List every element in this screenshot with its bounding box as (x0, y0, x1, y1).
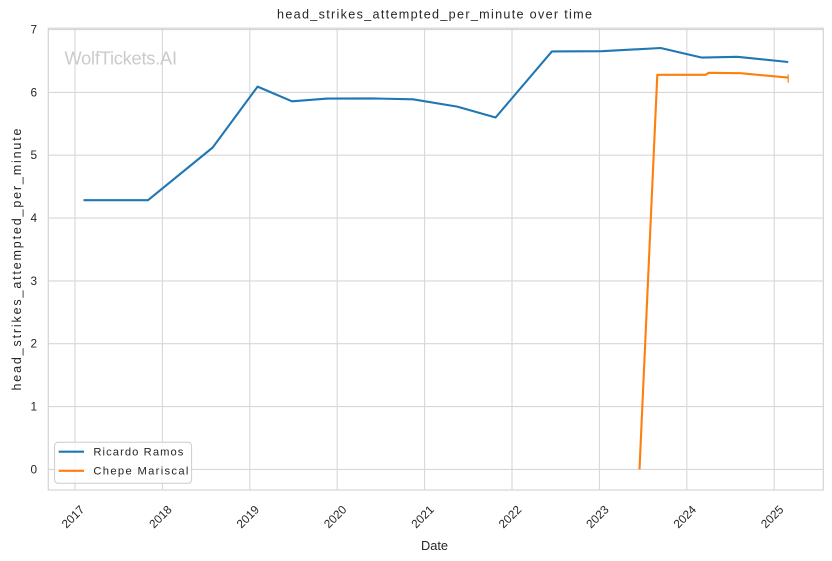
svg-text:4: 4 (30, 211, 37, 225)
svg-text:6: 6 (30, 85, 37, 99)
svg-text:Chepe Mariscal: Chepe Mariscal (93, 466, 188, 478)
svg-text:Date: Date (421, 538, 448, 553)
svg-text:5: 5 (30, 148, 37, 162)
svg-text:3: 3 (30, 274, 37, 288)
svg-text:7: 7 (30, 23, 37, 37)
svg-text:Ricardo Ramos: Ricardo Ramos (93, 447, 183, 459)
svg-text:head_strikes_attempted_per_min: head_strikes_attempted_per_minute over t… (277, 8, 592, 22)
svg-text:0: 0 (30, 462, 37, 476)
svg-text:1: 1 (30, 400, 37, 414)
svg-text:2: 2 (30, 337, 37, 351)
svg-text:WolfTickets.AI: WolfTickets.AI (65, 48, 178, 68)
svg-text:head_strikes_attempted_per_min: head_strikes_attempted_per_minute (10, 128, 24, 390)
